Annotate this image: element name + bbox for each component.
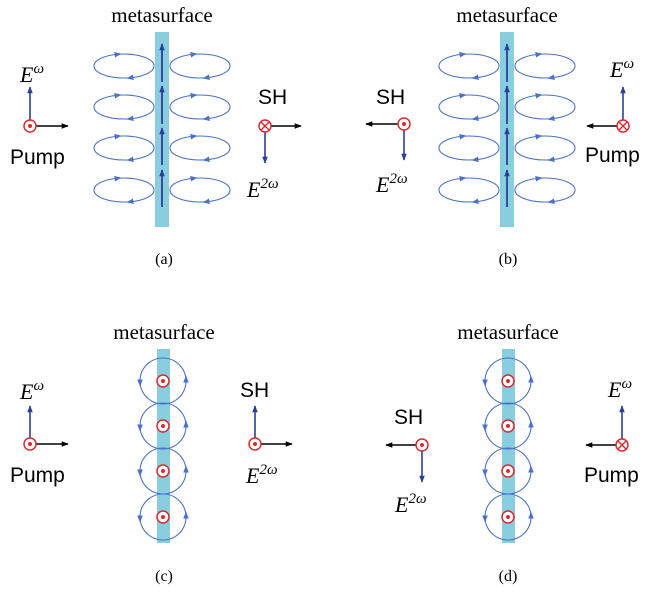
- loop-arc-top: [438, 177, 500, 191]
- pump-label: Pump: [584, 464, 639, 487]
- metasurface-title: metasurface: [113, 320, 214, 344]
- loop-arc-top: [93, 177, 155, 191]
- sh-label: SH: [376, 86, 405, 109]
- loop-arc-bottom: [438, 106, 500, 120]
- loop-arc-bottom: [438, 147, 500, 161]
- dot-circle-icon: [23, 437, 37, 451]
- loop-arc-bottom: [514, 147, 576, 161]
- loop-arc-bottom: [438, 189, 500, 203]
- loop-arc-bottom: [169, 189, 231, 203]
- dot-circle-icon: [397, 117, 411, 131]
- sh-label: SH: [394, 406, 423, 429]
- dot-circle-center: [161, 515, 165, 519]
- loop-arc-top: [438, 135, 500, 149]
- dot-circle-center: [161, 379, 165, 383]
- e2w-field-label: E2ω: [246, 176, 279, 202]
- loop-arc-top: [438, 53, 500, 67]
- caption-d: (d): [499, 568, 518, 585]
- loop-arc-top: [93, 94, 155, 108]
- loop-arc-bottom: [514, 65, 576, 79]
- caption-a: (a): [155, 251, 173, 268]
- e-field-label: Eω: [19, 61, 44, 87]
- dot-circle-icon: [248, 437, 262, 451]
- metasurface-title: metasurface: [457, 320, 558, 344]
- e2w-field-label: E2ω: [245, 462, 278, 488]
- sh-label: SH: [240, 379, 269, 402]
- loop-arc-bottom: [438, 65, 500, 79]
- magnetic-loops: [438, 52, 576, 204]
- current-loops: [137, 357, 189, 541]
- metasurface-title: metasurface: [456, 3, 557, 27]
- loop-arc-top: [169, 53, 231, 67]
- loop-arc-top: [514, 135, 576, 149]
- loop-arc-top: [93, 135, 155, 149]
- dot-circle-center: [506, 469, 510, 473]
- loop-arc-top: [169, 177, 231, 191]
- loop-arc-bottom: [169, 65, 231, 79]
- e2w-field-label: E2ω: [375, 171, 408, 197]
- loop-arc-bottom: [93, 147, 155, 161]
- cross-circle-icon: [615, 438, 629, 452]
- panel-b: metasurface SH E2ω Eω Pump (b): [365, 3, 640, 268]
- metasurface-title: metasurface: [111, 3, 212, 27]
- e-field-label: Eω: [19, 378, 44, 404]
- dot-circle-center: [506, 379, 510, 383]
- dot-circle-icon: [415, 438, 429, 452]
- cross-circle-icon: [258, 119, 272, 133]
- loop-arc-bottom: [93, 106, 155, 120]
- loop-arc-bottom: [93, 65, 155, 79]
- loop-arc-top: [514, 177, 576, 191]
- panel-a: metasurface Eω Pump SH E2ω (a): [10, 3, 302, 268]
- loop-arc-bottom: [169, 106, 231, 120]
- loop-arc-top: [514, 94, 576, 108]
- panel-c: metasurface Eω Pump SH E2ω (c): [10, 320, 293, 585]
- cross-circle-icon: [616, 119, 630, 133]
- loop-arc-bottom: [169, 147, 231, 161]
- panel-d: metasurface SH E2ω Eω Pump (d): [385, 320, 639, 585]
- dot-circle-center: [161, 469, 165, 473]
- caption-b: (b): [499, 251, 518, 268]
- loop-arc-bottom: [93, 189, 155, 203]
- pump-label: Pump: [585, 144, 640, 167]
- caption-c: (c): [155, 568, 173, 585]
- loop-arc-bottom: [514, 106, 576, 120]
- dot-circle-center: [506, 515, 510, 519]
- magnetic-loops: [93, 52, 231, 204]
- dot-circle-center: [161, 424, 165, 428]
- loop-arc-top: [438, 94, 500, 108]
- loop-arc-top: [514, 53, 576, 67]
- loop-arc-top: [169, 135, 231, 149]
- sh-label: SH: [258, 86, 287, 109]
- loop-arc-top: [169, 94, 231, 108]
- dot-circle-icon: [23, 119, 37, 133]
- loop-arc-bottom: [514, 189, 576, 203]
- pump-label: Pump: [10, 464, 65, 487]
- dot-circle-center: [506, 424, 510, 428]
- pump-label: Pump: [10, 146, 65, 169]
- e-field-label: Eω: [607, 376, 632, 402]
- e2w-field-label: E2ω: [394, 491, 427, 517]
- loop-arc-top: [93, 53, 155, 67]
- current-loops: [482, 357, 534, 541]
- e-field-label: Eω: [609, 56, 634, 82]
